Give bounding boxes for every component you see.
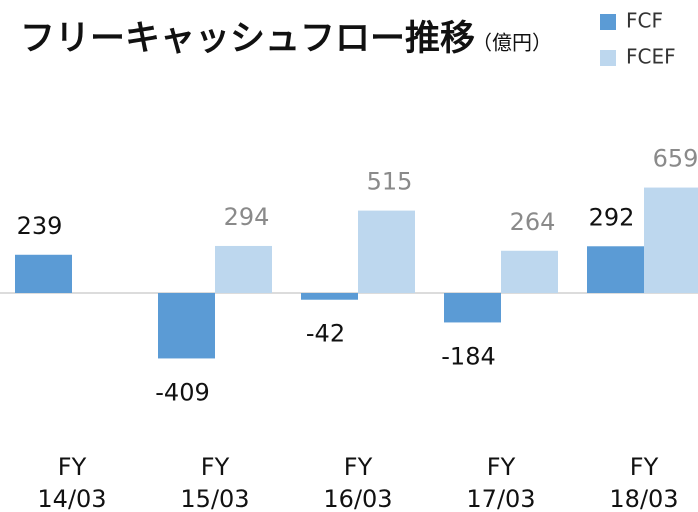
data-label: 264: [510, 208, 556, 236]
x-tick-label: FY 14/03: [37, 453, 106, 512]
x-tick-line: FY: [344, 453, 373, 481]
data-label: 239: [17, 212, 63, 240]
data-label: 515: [367, 168, 413, 196]
chart-title: フリーキャッシュフロー推移: [20, 19, 475, 59]
legend-label: FCF: [626, 9, 663, 33]
x-tick-line: FY: [58, 453, 87, 481]
chart-subtitle: （億円）: [472, 31, 552, 55]
bar: [301, 293, 358, 300]
legend-swatch: [600, 14, 616, 30]
bar: [158, 293, 215, 359]
x-tick-line: 15/03: [180, 485, 249, 512]
data-label: -42: [306, 320, 345, 348]
x-tick-line: 14/03: [37, 485, 106, 512]
bar: [444, 293, 501, 323]
legend-label: FCEF: [626, 45, 676, 69]
x-tick-label: FY 15/03: [180, 453, 249, 512]
x-tick-line: FY: [630, 453, 659, 481]
x-tick-line: 18/03: [609, 485, 678, 512]
x-tick-label: FY 16/03: [323, 453, 392, 512]
x-tick-label: FY 18/03: [609, 453, 678, 512]
bar: [15, 254, 72, 293]
x-tick-line: FY: [201, 453, 230, 481]
legend-swatch: [600, 50, 616, 66]
data-label: 294: [224, 203, 270, 231]
data-label: -409: [155, 378, 209, 406]
data-label: 659: [653, 145, 698, 173]
bar: [587, 246, 644, 293]
data-label: 292: [589, 203, 635, 231]
data-label: -184: [441, 342, 495, 370]
bar: [215, 245, 272, 293]
x-tick-label: FY 17/03: [466, 453, 535, 512]
bar: [644, 187, 698, 293]
bar: [358, 210, 415, 293]
x-tick-line: 17/03: [466, 485, 535, 512]
x-tick-line: FY: [487, 453, 516, 481]
x-tick-line: 16/03: [323, 485, 392, 512]
bar: [501, 250, 558, 293]
